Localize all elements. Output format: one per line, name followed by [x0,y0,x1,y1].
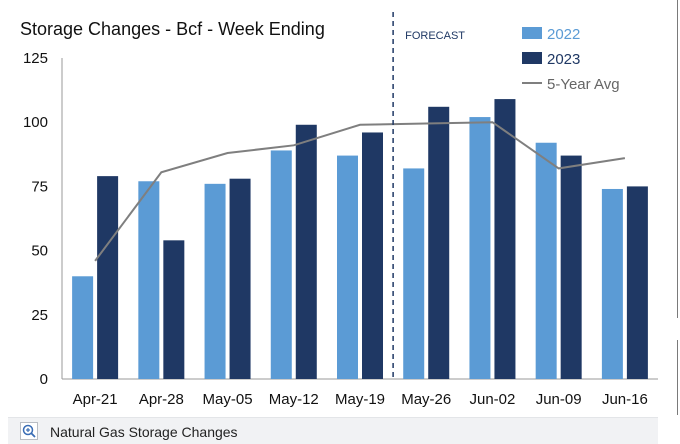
x-tick-label: May-19 [335,391,385,408]
bar-2022-Jun-16 [602,189,623,379]
bar-2023-Apr-28 [163,240,184,379]
magnifier-plus-icon[interactable] [20,422,38,440]
bar-2022-May-05 [205,184,226,379]
storage-changes-chart: Storage Changes - Bcf - Week Ending Apr-… [0,0,680,415]
bar-2023-Jun-02 [494,99,515,379]
legend-label: 2022 [547,26,580,43]
x-tick-label: Jun-02 [470,391,516,408]
x-tick-label: Apr-21 [73,391,118,408]
bar-2023-Apr-21 [97,176,118,379]
bar-2022-Apr-28 [138,181,159,379]
x-axis-labels: Apr-21 Apr-28 May-05 May-12 May-19 May-26 Jun-… [73,391,648,408]
bar-2022-Jun-02 [469,117,490,379]
bar-2022-Jun-09 [536,143,557,379]
legend-swatch-2023 [522,52,542,64]
chart-caption: Natural Gas Storage Changes [50,424,238,440]
forecast-label: FORECAST [405,30,465,42]
x-tick-label: Apr-28 [139,391,184,408]
legend-swatch-2022 [522,27,542,39]
y-tick-label: 75 [31,178,48,195]
y-tick-label: 0 [40,371,48,388]
y-axis-labels: 0 25 50 75 100 125 [23,50,48,388]
window-edge-line [677,0,678,318]
bar-2022-Apr-21 [72,276,93,379]
bar-2022-May-26 [403,168,424,379]
window-edge-line-lower [677,340,678,415]
x-tick-label: Jun-09 [536,391,582,408]
y-tick-label: 25 [31,307,48,324]
bar-2023-May-19 [362,132,383,379]
y-tick-label: 50 [31,243,48,260]
bar-2022-May-19 [337,156,358,379]
chart-legend: 2022 2023 5-Year Avg [522,26,620,93]
chart-title: Storage Changes - Bcf - Week Ending [20,19,325,39]
legend-label: 2023 [547,51,580,68]
x-tick-label: May-26 [401,391,451,408]
chart-bars [72,99,648,379]
chart-caption-bar: Natural Gas Storage Changes [8,417,658,444]
bar-2023-Jun-09 [561,156,582,379]
x-tick-label: Jun-16 [602,391,648,408]
bar-2023-May-05 [230,179,251,379]
bar-2023-May-12 [296,125,317,379]
x-tick-label: May-05 [203,391,253,408]
y-tick-label: 125 [23,50,48,67]
y-tick-label: 100 [23,114,48,131]
x-tick-label: May-12 [269,391,319,408]
legend-label: 5-Year Avg [547,76,620,93]
bar-2023-Jun-16 [627,186,648,379]
bar-2023-May-26 [428,107,449,379]
bar-2022-May-12 [271,150,292,379]
